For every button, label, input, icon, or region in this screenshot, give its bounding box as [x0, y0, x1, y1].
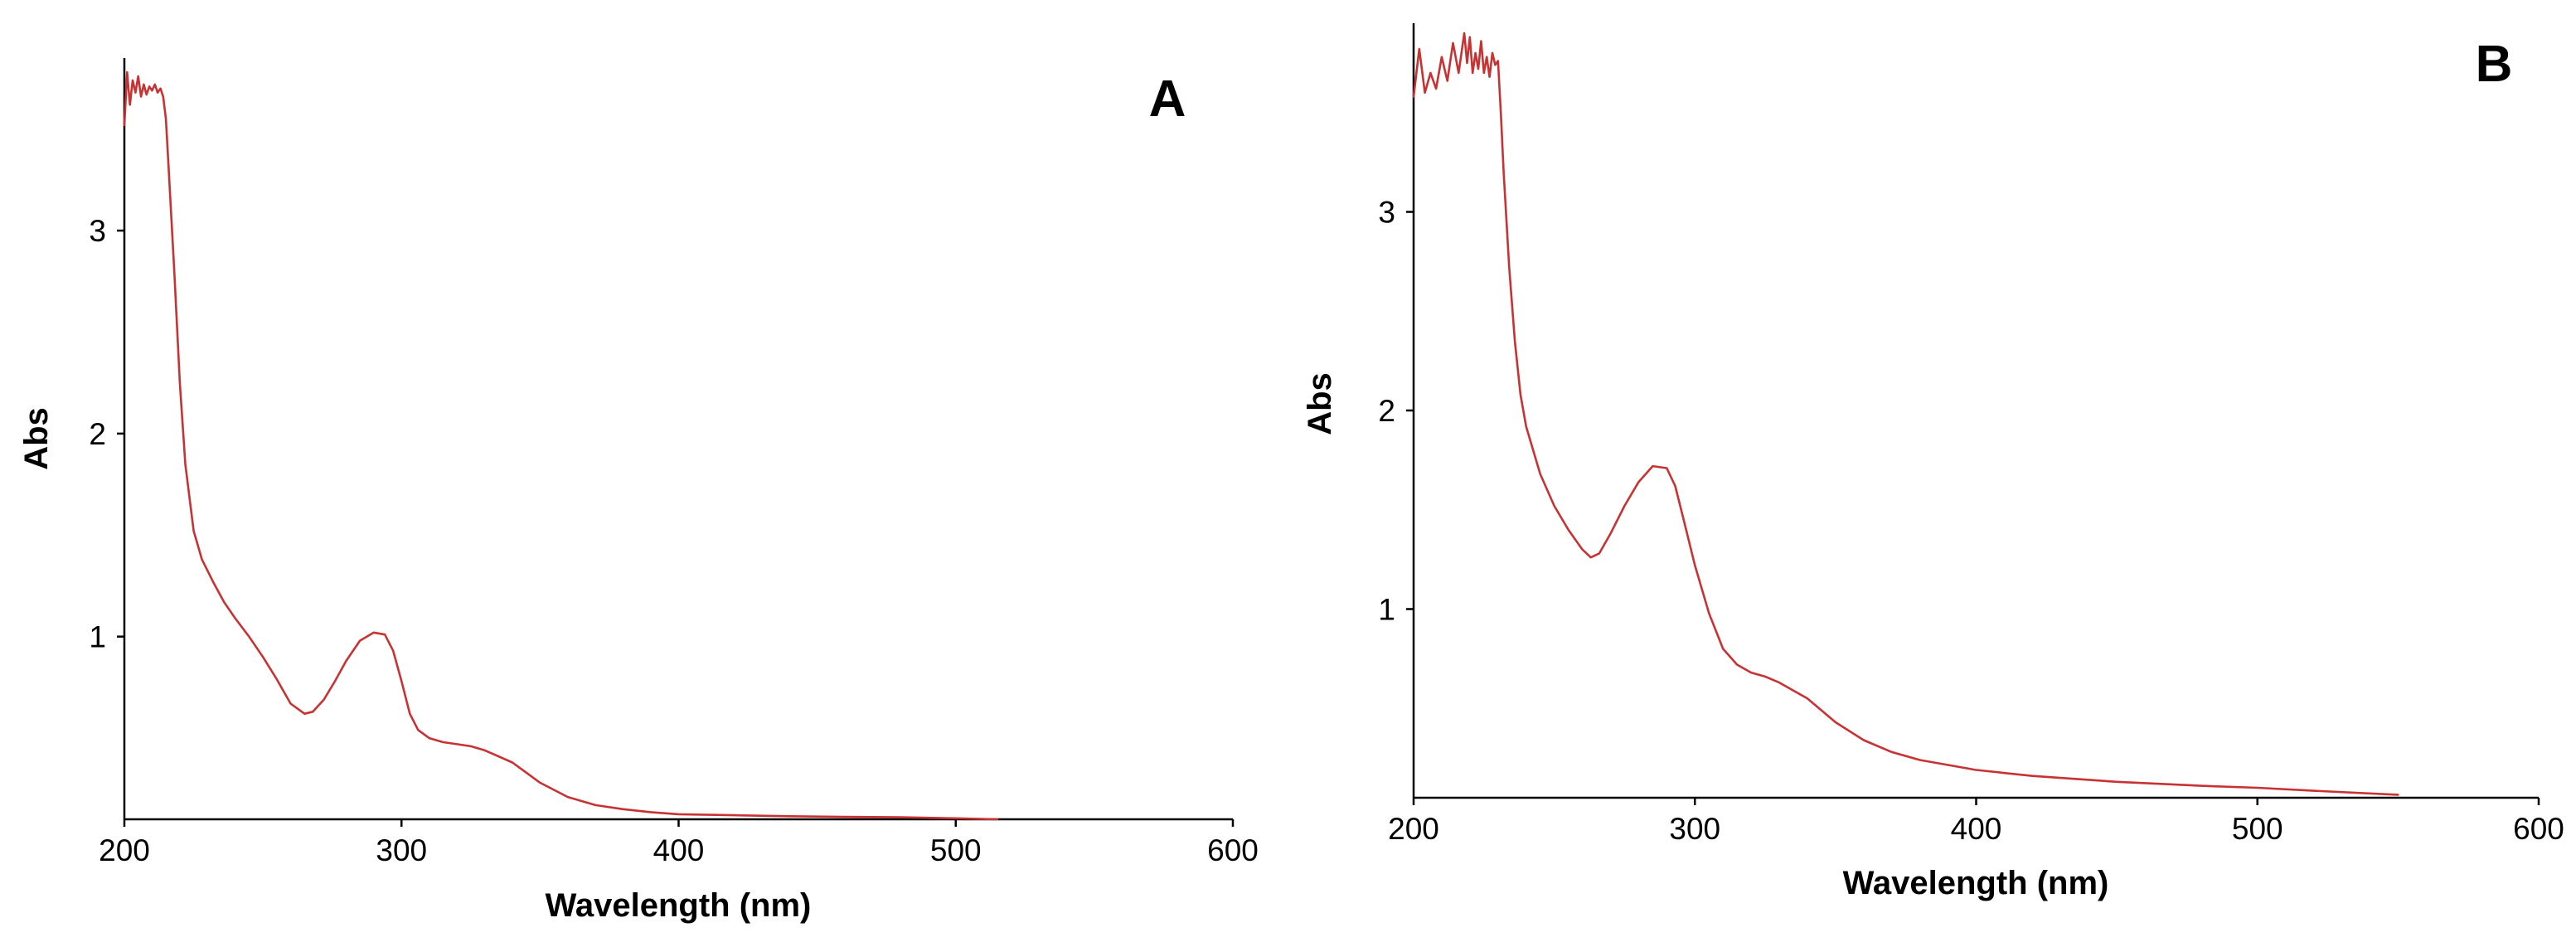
y-tick-label: 3 — [1378, 196, 1395, 230]
x-tick-label: 600 — [2513, 812, 2564, 846]
x-axis-title: Wavelength (nm) — [546, 887, 812, 924]
x-tick-label: 500 — [2232, 812, 2283, 846]
x-axis-title: Wavelength (nm) — [1843, 865, 2109, 901]
y-ticks: 1 2 3 — [1378, 196, 1414, 626]
y-tick-label: 3 — [89, 214, 106, 248]
x-tick-label: 400 — [1951, 812, 2002, 846]
x-tick-label: 200 — [1388, 812, 1439, 846]
panel-label-a: A — [1149, 70, 1186, 128]
x-tick-label: 200 — [99, 833, 150, 867]
spectrum-line-b — [1412, 32, 2399, 796]
y-ticks: 1 2 3 — [89, 214, 124, 654]
y-axis-title: Abs — [18, 407, 55, 470]
chart-panel-b: 123 200 300 400 500 600 Wavelength (nm) Abs … — [1302, 23, 2564, 901]
chart-panel-a: 123 200 300 400 500 600 Wavelength (nm) Abs … — [18, 58, 1259, 924]
x-tick-label: 300 — [376, 833, 427, 867]
y-tick-label: 2 — [89, 417, 106, 451]
x-tick-label: 400 — [653, 833, 705, 867]
x-ticks: 200 300 400 500 600 — [1388, 798, 2564, 846]
x-tick-label: 500 — [930, 833, 982, 867]
y-tick-label: 1 — [1378, 592, 1395, 626]
x-ticks: 200 300 400 500 600 — [99, 819, 1259, 867]
spectrum-line-a — [123, 70, 999, 821]
x-tick-label: 600 — [1207, 833, 1259, 867]
x-tick-label: 300 — [1669, 812, 1720, 846]
y-axis-title: Abs — [1302, 372, 1338, 435]
y-tick-label: 1 — [89, 620, 106, 654]
y-tick-label: 2 — [1378, 394, 1395, 428]
panel-label-b: B — [2476, 36, 2513, 93]
